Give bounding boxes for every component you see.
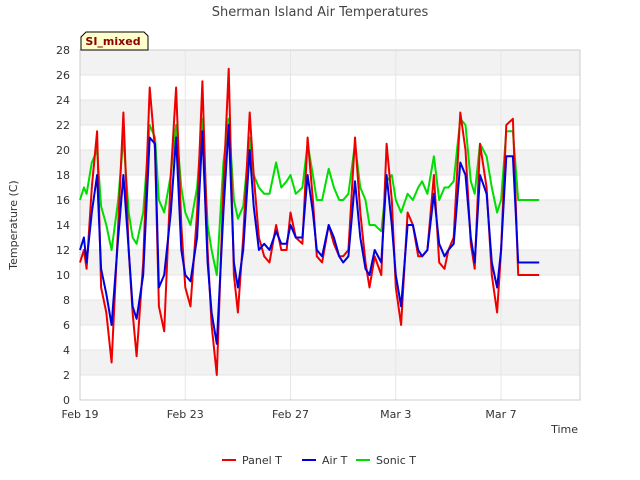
- y-tick-label: 4: [63, 344, 70, 357]
- background-band: [80, 100, 580, 125]
- x-tick-label: Feb 19: [62, 408, 99, 421]
- y-tick-label: 16: [56, 194, 70, 207]
- badge-label: SI_mixed: [85, 35, 140, 48]
- x-tick-label: Feb 27: [272, 408, 309, 421]
- legend-label: Sonic T: [376, 454, 416, 467]
- y-tick-label: 22: [56, 119, 70, 132]
- background-band: [80, 200, 580, 225]
- y-tick-label: 10: [56, 269, 70, 282]
- x-tick-label: Mar 3: [380, 408, 411, 421]
- y-tick-label: 12: [56, 244, 70, 257]
- series-lines: [79, 67, 540, 376]
- background-band: [80, 350, 580, 375]
- y-axis-label: Temperature (C): [7, 180, 20, 270]
- background-band: [80, 250, 580, 275]
- series-line-panel-t: [79, 67, 540, 376]
- y-tick-label: 20: [56, 144, 70, 157]
- y-tick-label: 6: [63, 319, 70, 332]
- background-band: [80, 300, 580, 325]
- x-axis-ticks: Feb 19 Feb 23 Feb 27 Mar 3 Mar 7: [62, 408, 517, 421]
- chart-legend: Panel T Air T Sonic T: [222, 454, 416, 467]
- y-tick-label: 24: [56, 94, 70, 107]
- legend-label: Panel T: [242, 454, 282, 467]
- y-tick-label: 14: [56, 219, 70, 232]
- plot-frame: [79, 49, 581, 401]
- mixed-badge: SI_mixed: [80, 31, 149, 51]
- y-tick-label: 2: [63, 369, 70, 382]
- background-band: [80, 50, 580, 75]
- y-tick-label: 28: [56, 44, 70, 57]
- chart-title: Sherman Island Air Temperatures: [212, 5, 429, 20]
- series-line-air-t: [79, 124, 540, 345]
- x-tick-label: Mar 7: [485, 408, 516, 421]
- legend-label: Air T: [322, 454, 348, 467]
- background-bands: [80, 50, 580, 375]
- y-tick-label: 26: [56, 69, 70, 82]
- y-tick-label: 8: [63, 294, 70, 307]
- y-tick-label: 18: [56, 169, 70, 182]
- x-axis-label: Time: [550, 423, 578, 436]
- y-tick-label: 0: [63, 394, 70, 407]
- x-tick-label: Feb 23: [167, 408, 204, 421]
